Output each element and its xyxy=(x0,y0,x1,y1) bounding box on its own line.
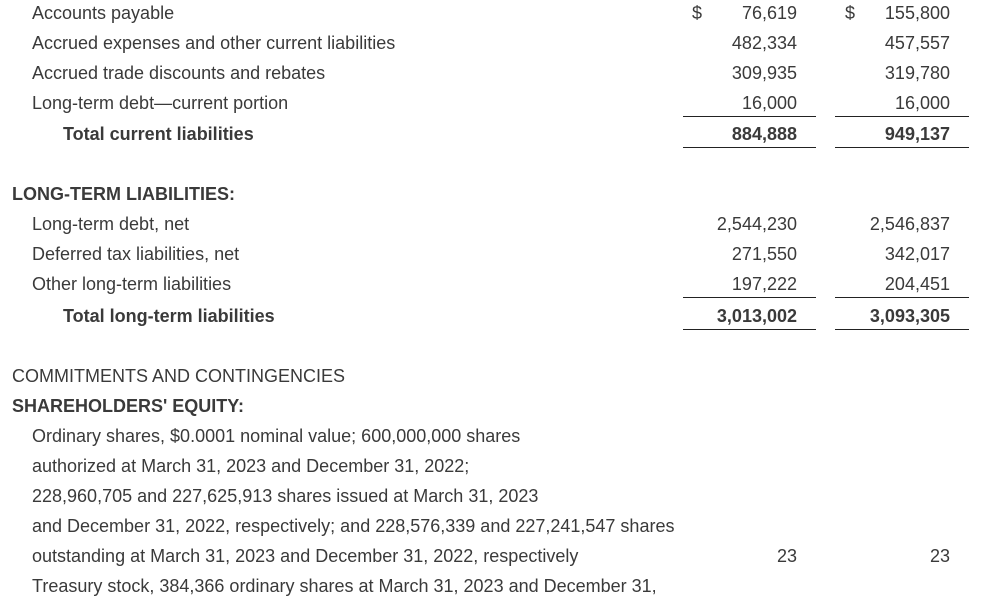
subtotal-rule xyxy=(683,116,816,117)
row-accounts-payable: Accounts payable $ 76,619 $ 155,800 xyxy=(0,0,988,28)
value-2022: 2,546,837 xyxy=(869,214,950,234)
total-rule xyxy=(835,147,969,148)
commitments-label: COMMITMENTS AND CONTINGENCIES xyxy=(12,366,346,386)
row-total-current-liabilities: Total current liabilities 884,888 949,13… xyxy=(0,119,988,149)
row-label: Deferred tax liabilities, net xyxy=(32,244,240,264)
value-2023: 309,935 xyxy=(731,63,797,83)
row-ltd-current-portion: Long-term debt—current portion 16,000 16… xyxy=(0,88,988,118)
total-rule xyxy=(835,329,969,330)
currency-symbol: $ xyxy=(845,3,856,23)
total-label: Total long-term liabilities xyxy=(63,306,275,326)
value-2022: 204,451 xyxy=(884,274,950,294)
ordinary-shares-text: 228,960,705 and 227,625,913 shares issue… xyxy=(32,486,539,506)
ordinary-shares-line: 228,960,705 and 227,625,913 shares issue… xyxy=(0,481,988,511)
value-2022: 342,017 xyxy=(884,244,950,264)
row-label: Accrued trade discounts and rebates xyxy=(32,63,326,83)
value-2023: 16,000 xyxy=(741,93,797,113)
commitments-heading: COMMITMENTS AND CONTINGENCIES xyxy=(0,361,988,391)
value-2023: 271,550 xyxy=(731,244,797,264)
total-2022: 949,137 xyxy=(884,124,950,144)
ordinary-shares-line: and December 31, 2022, respectively; and… xyxy=(0,511,988,541)
ordinary-shares-line: Ordinary shares, $0.0001 nominal value; … xyxy=(0,421,988,451)
value-2022: 155,800 xyxy=(884,3,950,23)
value-2022: 457,557 xyxy=(884,33,950,53)
value-2022: 16,000 xyxy=(894,93,950,113)
section-header: SHAREHOLDERS' EQUITY: xyxy=(12,396,244,416)
ordinary-shares-line: authorized at March 31, 2023 and Decembe… xyxy=(0,451,988,481)
section-header: LONG-TERM LIABILITIES: xyxy=(12,184,235,204)
row-other-long-term: Other long-term liabilities 197,222 204,… xyxy=(0,269,988,299)
row-label: Accrued expenses and other current liabi… xyxy=(32,33,396,53)
total-2023: 3,013,002 xyxy=(716,306,797,326)
value-2023: 2,544,230 xyxy=(716,214,797,234)
row-label: Other long-term liabilities xyxy=(32,274,232,294)
value-2022: 319,780 xyxy=(884,63,950,83)
row-long-term-debt: Long-term debt, net 2,544,230 2,546,837 xyxy=(0,209,988,239)
ordinary-shares-line: outstanding at March 31, 2023 and Decemb… xyxy=(0,541,988,571)
currency-symbol: $ xyxy=(692,3,703,23)
row-label: Accounts payable xyxy=(32,3,175,23)
ordinary-shares-text: outstanding at March 31, 2023 and Decemb… xyxy=(32,546,579,566)
total-2023: 884,888 xyxy=(731,124,797,144)
row-label: Long-term debt—current portion xyxy=(32,93,289,113)
section-header-equity: SHAREHOLDERS' EQUITY: xyxy=(0,391,988,421)
total-rule xyxy=(683,147,816,148)
total-2022: 3,093,305 xyxy=(869,306,950,326)
row-deferred-tax: Deferred tax liabilities, net 271,550 34… xyxy=(0,239,988,269)
value-2023: 76,619 xyxy=(741,3,797,23)
ordinary-shares-text: and December 31, 2022, respectively; and… xyxy=(32,516,675,536)
subtotal-rule xyxy=(835,116,969,117)
subtotal-rule xyxy=(683,297,816,298)
total-rule xyxy=(683,329,816,330)
subtotal-rule xyxy=(835,297,969,298)
value-2023: 482,334 xyxy=(731,33,797,53)
ordinary-shares-text: authorized at March 31, 2023 and Decembe… xyxy=(32,456,470,476)
row-accrued-expenses: Accrued expenses and other current liabi… xyxy=(0,28,988,58)
ordinary-shares-text: Ordinary shares, $0.0001 nominal value; … xyxy=(32,426,521,446)
row-accrued-trade-discounts: Accrued trade discounts and rebates 309,… xyxy=(0,58,988,88)
total-label: Total current liabilities xyxy=(63,124,254,144)
treasury-stock-text: Treasury stock, 384,366 ordinary shares … xyxy=(32,576,657,596)
value-2022: 23 xyxy=(929,546,950,566)
row-label: Long-term debt, net xyxy=(32,214,190,234)
value-2023: 23 xyxy=(776,546,797,566)
row-total-long-term-liabilities: Total long-term liabilities 3,013,002 3,… xyxy=(0,301,988,331)
value-2023: 197,222 xyxy=(731,274,797,294)
section-header-long-term: LONG-TERM LIABILITIES: xyxy=(0,179,988,209)
treasury-stock-line: Treasury stock, 384,366 ordinary shares … xyxy=(0,571,988,601)
